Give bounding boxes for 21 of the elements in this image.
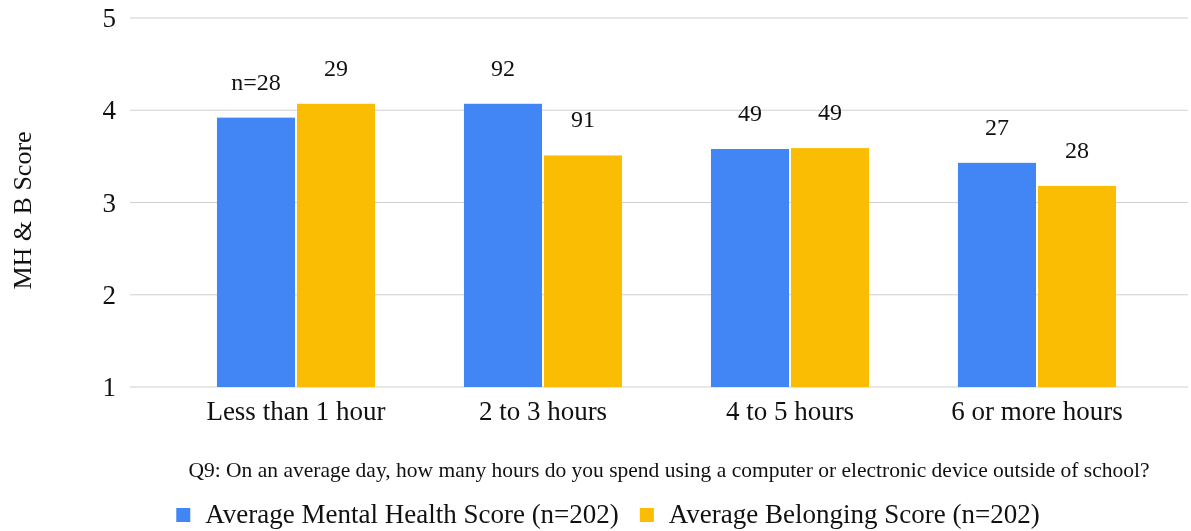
annotation: 28 — [1065, 136, 1090, 163]
x-axis-title: Q9: On an average day, how many hours do you spend using a computer or electronic device outside of school? — [188, 458, 1150, 482]
x-tick-label: 4 to 5 hours — [725, 396, 855, 427]
y-tick-label: 3 — [102, 187, 116, 218]
annotation: 92 — [490, 54, 515, 81]
x-tick-label: 6 or more hours — [951, 396, 1123, 427]
x-tick-label: 2 to 3 hours — [478, 396, 608, 427]
annotation: 29 — [324, 54, 349, 81]
y-tick-label: 2 — [102, 279, 116, 310]
y-tick-label: 5 — [102, 3, 116, 34]
legend-label: Average Mental Health Score (n=202) — [205, 499, 619, 529]
annotation: 91 — [571, 106, 596, 133]
annotation: n=28 — [231, 68, 281, 95]
legend-label: Average Belonging Score (n=202) — [668, 499, 1040, 529]
annotation: 49 — [818, 99, 843, 126]
y-tick-label: 1 — [102, 372, 116, 403]
x-tick-label: Less than 1 hour — [206, 396, 386, 427]
y-axis-title: MH & B Score — [7, 131, 37, 290]
annotation: 27 — [984, 113, 1009, 140]
annotation: 49 — [737, 100, 762, 126]
y-tick-label: 4 — [102, 95, 117, 126]
